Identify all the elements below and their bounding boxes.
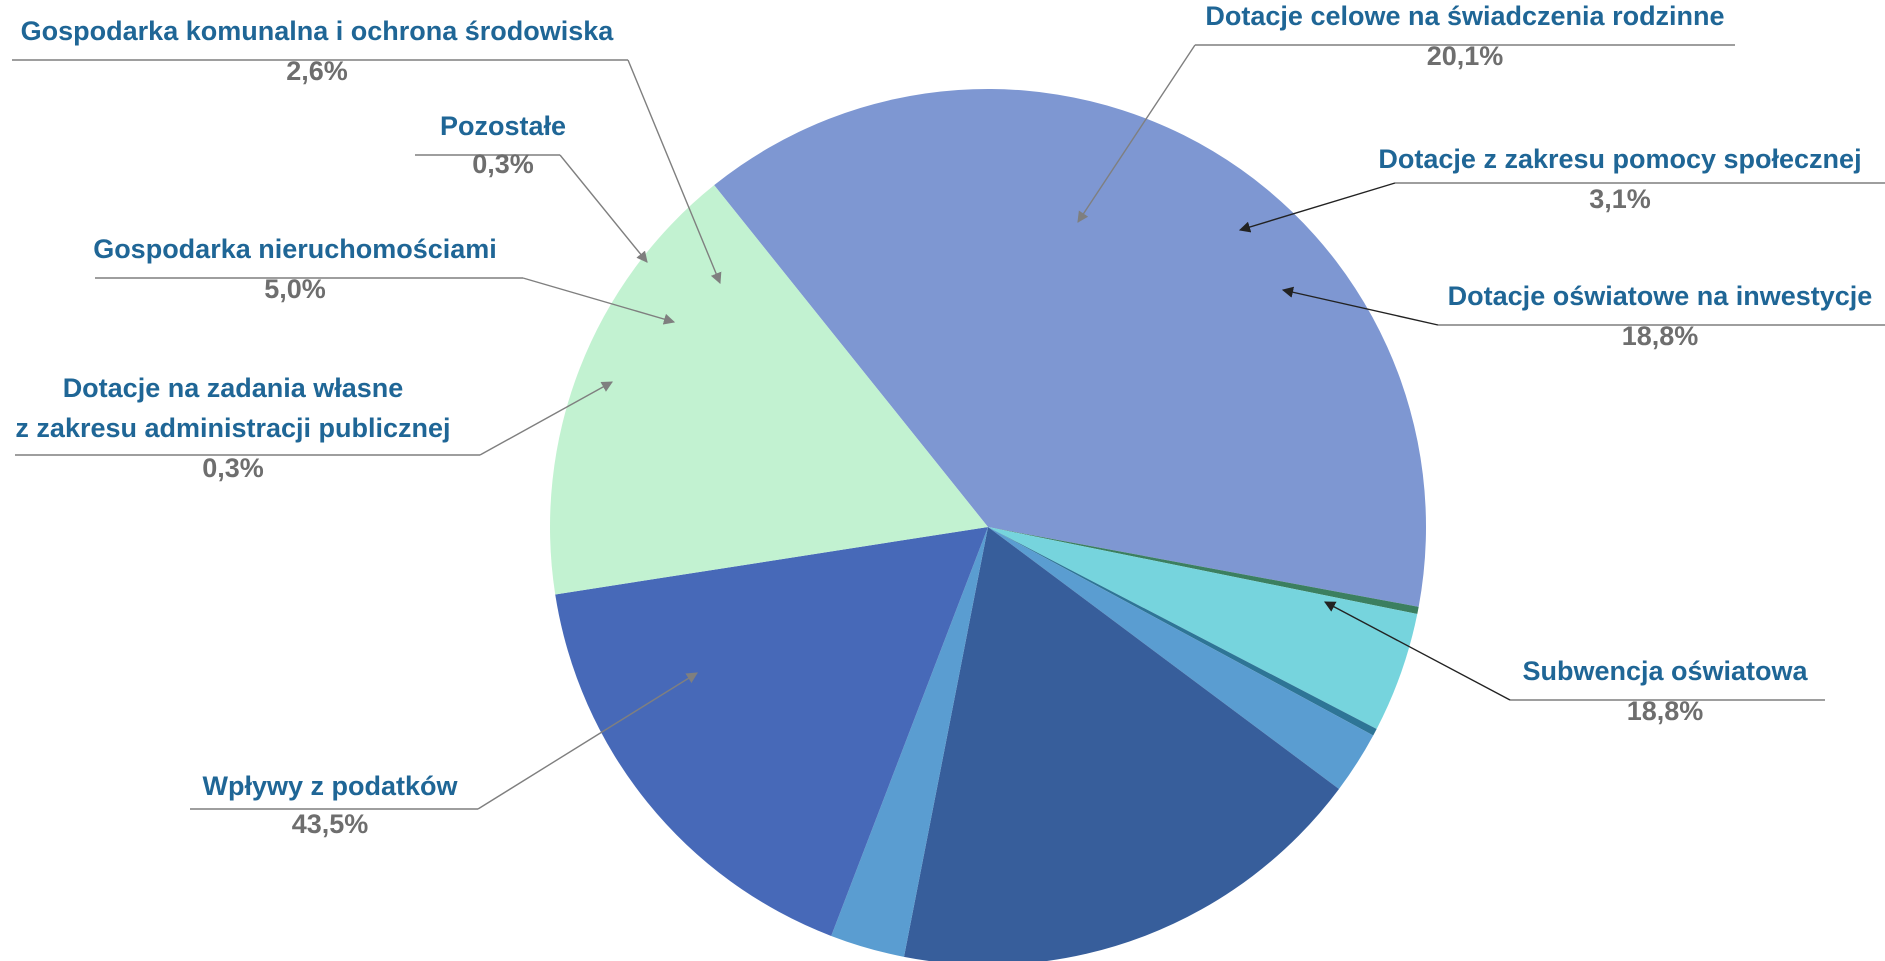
slice-name-3: Pozostałe xyxy=(440,111,566,141)
leader-line-7 xyxy=(1281,286,1439,326)
slice-name-6: Dotacje z zakresu pomocy społecznej xyxy=(1378,144,1861,174)
leader-line-8 xyxy=(1324,601,1511,701)
slice-value-2: 5,0% xyxy=(264,274,326,304)
pie-slice-0 xyxy=(714,88,1427,607)
slice-label-6: Dotacje z zakresu pomocy społecznej 3,1% xyxy=(1238,144,1885,233)
pie-slice-7 xyxy=(555,527,988,936)
pie-slice-4 xyxy=(988,527,1374,789)
slice-label-8: Subwencja oświatowa 18,8% xyxy=(1324,601,1825,726)
slice-name-2: Gospodarka nieruchomościami xyxy=(93,234,497,264)
leader-line-2 xyxy=(522,277,676,325)
slice-value-5: 20,1% xyxy=(1427,41,1504,71)
slice-label-3: Pozostałe 0,3% xyxy=(415,111,648,263)
slice-value-4: 2,6% xyxy=(286,56,348,86)
slice-label-0: Wpływy z podatków 43,5% xyxy=(190,672,698,839)
slice-value-8: 18,8% xyxy=(1627,696,1704,726)
slice-value-7: 18,8% xyxy=(1622,321,1699,351)
slice-value-0: 43,5% xyxy=(292,809,369,839)
slice-name-8: Subwencja oświatowa xyxy=(1522,656,1808,686)
slice-label-2: Gospodarka nieruchomościami 5,0% xyxy=(93,234,676,325)
slice-name-4: Gospodarka komunalna i ochrona środowisk… xyxy=(21,16,615,46)
slice-label-4: Gospodarka komunalna i ochrona środowisk… xyxy=(12,16,722,285)
slice-name-1-line-1: z zakresu administracji publicznej xyxy=(15,413,450,443)
slice-value-3: 0,3% xyxy=(472,149,534,179)
pie-slice-6 xyxy=(831,527,988,957)
slice-label-1: Dotacje na zadania własne z zakresu admin… xyxy=(15,373,613,483)
pie-slice-1 xyxy=(988,527,1419,615)
slice-name-5: Dotacje celowe na świadczenia rodzinne xyxy=(1205,1,1724,31)
pie-slice-3 xyxy=(988,527,1377,736)
slice-name-0: Wpływy z podatków xyxy=(202,771,458,801)
slice-value-6: 3,1% xyxy=(1589,184,1651,214)
leader-line-1 xyxy=(479,381,613,456)
slice-name-7: Dotacje oświatowe na inwestycje xyxy=(1448,281,1873,311)
slice-value-1: 0,3% xyxy=(202,453,264,483)
slice-label-7: Dotacje oświatowe na inwestycje 18,8% xyxy=(1281,281,1885,351)
pie-slice-8 xyxy=(550,185,988,595)
pie-slice-5 xyxy=(903,527,1339,961)
slice-name-1-line-0: Dotacje na zadania własne xyxy=(63,373,404,403)
leader-line-0 xyxy=(477,672,698,810)
leader-line-3 xyxy=(559,154,648,263)
pie-slice-2 xyxy=(988,527,1418,729)
leader-line-6 xyxy=(1238,182,1396,233)
leader-line-5 xyxy=(1077,44,1196,223)
leader-line-4 xyxy=(627,59,722,285)
slice-label-5: Dotacje celowe na świadczenia rodzinne 20… xyxy=(1077,1,1735,223)
